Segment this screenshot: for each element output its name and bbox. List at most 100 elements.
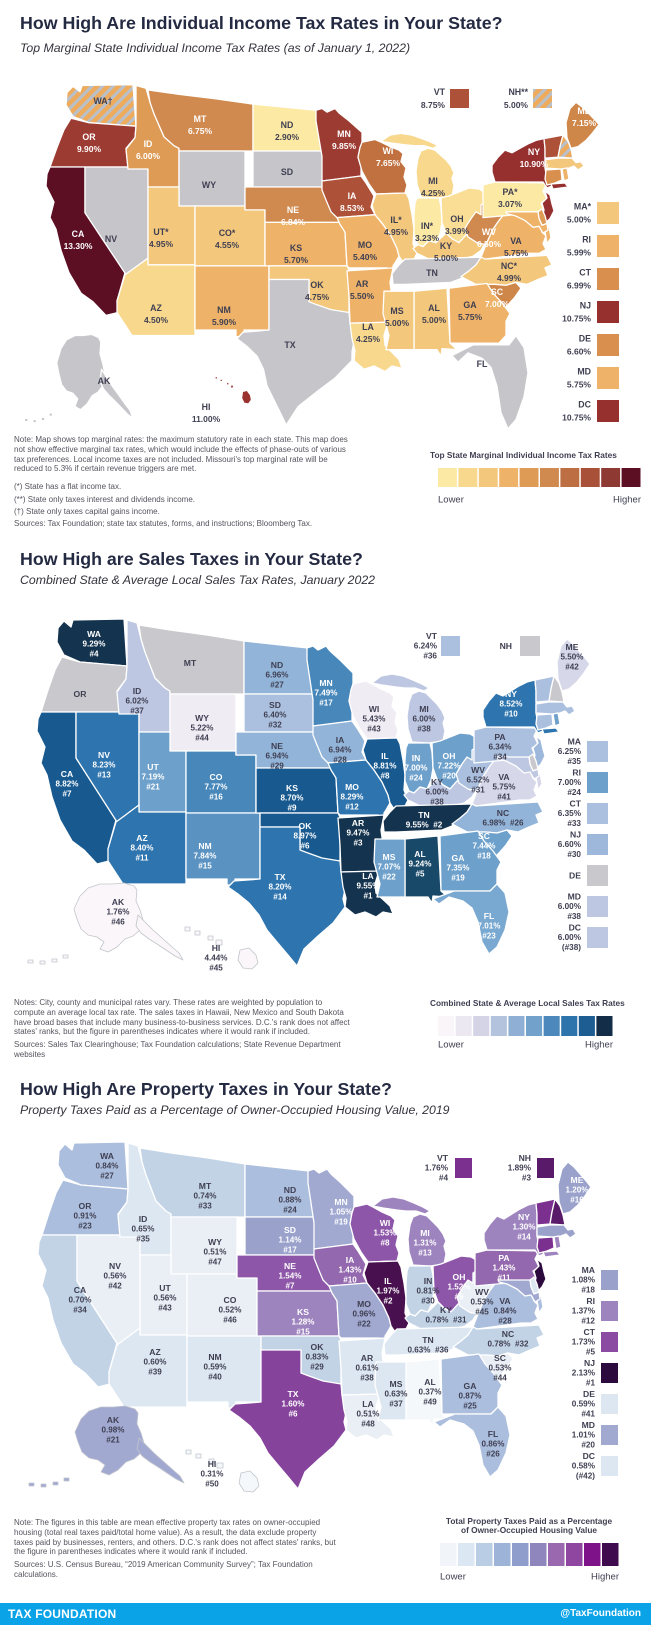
svg-text:#41: #41 bbox=[581, 1410, 595, 1419]
svg-text:6.35%: 6.35% bbox=[558, 809, 582, 818]
svg-text:0.96%: 0.96% bbox=[353, 1310, 376, 1319]
svg-text:#43: #43 bbox=[367, 724, 381, 733]
svg-text:0.78% #32: 0.78% #32 bbox=[488, 1339, 529, 1348]
svg-text:5.43%: 5.43% bbox=[363, 715, 386, 724]
svg-text:#17: #17 bbox=[319, 698, 333, 707]
svg-text:0.37%: 0.37% bbox=[419, 1388, 442, 1397]
svg-text:#24: #24 bbox=[409, 773, 423, 782]
svg-text:8.52%: 8.52% bbox=[500, 700, 523, 709]
svg-text:#12: #12 bbox=[345, 802, 359, 811]
svg-text:#42: #42 bbox=[565, 662, 579, 671]
svg-text:4.55%: 4.55% bbox=[215, 240, 240, 250]
svg-text:#26: #26 bbox=[486, 1449, 500, 1458]
svg-text:5.99%: 5.99% bbox=[567, 248, 592, 258]
svg-text:3.23%: 3.23% bbox=[415, 233, 440, 243]
svg-text:#13: #13 bbox=[418, 1248, 432, 1257]
svg-text:1.76%: 1.76% bbox=[425, 1164, 449, 1173]
svg-text:#16: #16 bbox=[570, 1195, 584, 1204]
svg-text:#38: #38 bbox=[417, 724, 431, 733]
svg-text:(#42): (#42) bbox=[576, 1472, 595, 1481]
svg-text:9.29%: 9.29% bbox=[83, 640, 106, 649]
svg-text:4.44%: 4.44% bbox=[205, 954, 228, 963]
svg-text:#32: #32 bbox=[268, 720, 282, 729]
svg-text:6.00%: 6.00% bbox=[558, 902, 582, 911]
svg-text:#41: #41 bbox=[497, 792, 511, 801]
svg-text:NM: NM bbox=[198, 841, 211, 851]
svg-text:PA: PA bbox=[494, 732, 505, 742]
svg-text:7.07%: 7.07% bbox=[378, 863, 401, 872]
svg-text:1.54%: 1.54% bbox=[279, 1272, 302, 1281]
svg-text:7.00%: 7.00% bbox=[485, 299, 510, 309]
svg-text:NH**: NH** bbox=[508, 87, 528, 97]
svg-text:#15: #15 bbox=[198, 861, 212, 870]
svg-text:PA*: PA* bbox=[503, 187, 519, 197]
svg-text:#22: #22 bbox=[382, 872, 396, 881]
svg-text:#1: #1 bbox=[586, 1379, 596, 1388]
svg-text:6.00%: 6.00% bbox=[136, 151, 161, 161]
svg-text:#2: #2 bbox=[383, 1296, 393, 1305]
svg-text:1.20%: 1.20% bbox=[566, 1186, 589, 1195]
svg-text:#29: #29 bbox=[270, 761, 284, 770]
svg-text:10.75%: 10.75% bbox=[562, 314, 591, 324]
svg-text:0.78% #31: 0.78% #31 bbox=[426, 1315, 467, 1324]
svg-text:CA: CA bbox=[61, 769, 73, 779]
svg-text:KY: KY bbox=[431, 777, 443, 787]
svg-text:5.22%: 5.22% bbox=[191, 724, 214, 733]
svg-text:MD: MD bbox=[582, 1420, 595, 1430]
svg-text:NM: NM bbox=[217, 305, 231, 315]
svg-text:IL: IL bbox=[384, 1276, 392, 1286]
svg-text:GA: GA bbox=[463, 300, 477, 310]
svg-text:7.84%: 7.84% bbox=[194, 852, 217, 861]
svg-text:NE: NE bbox=[287, 205, 299, 215]
svg-text:#16: #16 bbox=[209, 792, 223, 801]
svg-text:#35: #35 bbox=[136, 1234, 150, 1243]
svg-text:KY: KY bbox=[440, 241, 452, 251]
svg-text:0.59%: 0.59% bbox=[572, 1400, 596, 1409]
svg-text:#39: #39 bbox=[148, 1367, 162, 1376]
svg-text:#20: #20 bbox=[581, 1441, 595, 1450]
svg-text:0.63% #36: 0.63% #36 bbox=[408, 1345, 449, 1354]
svg-text:6.00%: 6.00% bbox=[413, 715, 436, 724]
svg-text:0.56%: 0.56% bbox=[154, 1294, 177, 1303]
svg-text:0.58%: 0.58% bbox=[572, 1462, 596, 1471]
svg-text:#23: #23 bbox=[78, 1221, 92, 1230]
svg-text:#50: #50 bbox=[205, 1479, 219, 1488]
svg-text:IN: IN bbox=[424, 1276, 433, 1286]
svg-text:CO: CO bbox=[224, 1295, 237, 1305]
svg-text:#18: #18 bbox=[581, 1286, 595, 1295]
svg-text:DC: DC bbox=[578, 400, 591, 410]
svg-text:0.83%: 0.83% bbox=[306, 1353, 329, 1362]
svg-text:UT: UT bbox=[147, 762, 159, 772]
svg-text:WA†: WA† bbox=[93, 96, 112, 106]
svg-text:IA: IA bbox=[348, 191, 357, 201]
svg-text:6.40%: 6.40% bbox=[264, 711, 287, 720]
svg-text:#3: #3 bbox=[353, 838, 363, 847]
svg-text:AL: AL bbox=[428, 303, 440, 313]
svg-text:NH: NH bbox=[500, 641, 512, 651]
svg-text:4.25%: 4.25% bbox=[421, 188, 446, 198]
svg-text:4.95%: 4.95% bbox=[149, 239, 174, 249]
svg-text:DC: DC bbox=[569, 922, 581, 932]
svg-text:WY: WY bbox=[195, 713, 209, 723]
svg-text:TN: TN bbox=[426, 268, 438, 278]
svg-text:7.19%: 7.19% bbox=[142, 773, 165, 782]
svg-text:LA: LA bbox=[362, 1399, 373, 1409]
svg-text:5.00%: 5.00% bbox=[567, 215, 592, 225]
svg-text:ND: ND bbox=[271, 660, 283, 670]
svg-text:FL: FL bbox=[484, 911, 495, 921]
svg-text:1.43%: 1.43% bbox=[493, 1264, 516, 1273]
svg-text:ME: ME bbox=[577, 106, 590, 116]
svg-text:#30: #30 bbox=[567, 850, 581, 859]
svg-text:#24: #24 bbox=[567, 788, 581, 797]
svg-text:OK: OK bbox=[310, 280, 324, 290]
svg-text:TN: TN bbox=[418, 810, 429, 820]
svg-text:1.37%: 1.37% bbox=[572, 1307, 596, 1316]
svg-text:MO: MO bbox=[345, 782, 359, 792]
svg-text:1.60%: 1.60% bbox=[282, 1400, 305, 1409]
svg-text:6.00%: 6.00% bbox=[426, 788, 449, 797]
svg-text:#5: #5 bbox=[586, 1348, 596, 1357]
svg-text:ID: ID bbox=[139, 1214, 148, 1224]
svg-text:NJ: NJ bbox=[584, 1358, 595, 1368]
svg-text:0.91%: 0.91% bbox=[74, 1212, 97, 1221]
svg-text:AK: AK bbox=[98, 376, 111, 386]
